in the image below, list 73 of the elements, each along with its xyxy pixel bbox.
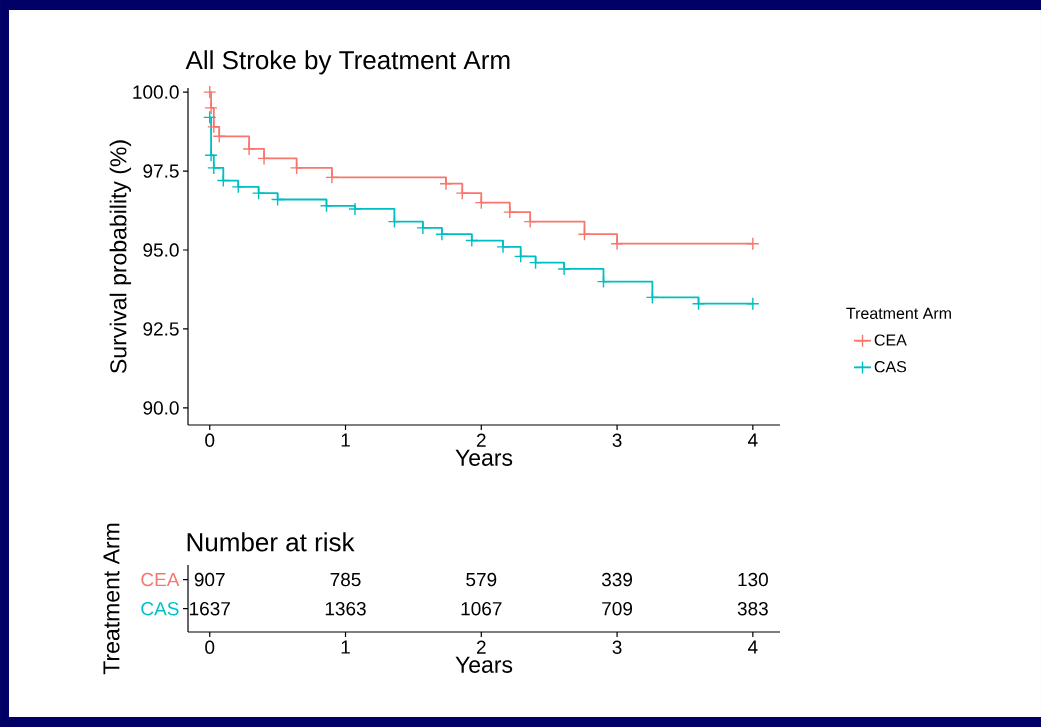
point (577, 227, 592, 241)
point (231, 180, 245, 194)
y-axis-title: Treatment Arm (103, 523, 120, 675)
point (439, 176, 453, 191)
point (610, 237, 624, 251)
legend-label: CAS (874, 361, 907, 373)
point (523, 214, 537, 229)
x-tick-label: 0 (205, 640, 215, 654)
point (212, 129, 226, 144)
point (207, 161, 221, 175)
point (348, 202, 362, 216)
point (596, 274, 611, 289)
x-tick-label: 2 (476, 433, 486, 447)
data-label: 1637 (190, 601, 230, 616)
x-tick-label: 3 (612, 640, 622, 654)
point (557, 262, 571, 276)
x-axis-title: Years (455, 449, 513, 466)
point (746, 237, 760, 251)
y-tick-label: 95.0 (143, 243, 179, 257)
point (746, 297, 760, 311)
x-tick-label: 2 (476, 640, 486, 654)
x-axis-title: Years (455, 656, 513, 673)
point (289, 161, 304, 175)
data-label: 1067 (461, 601, 502, 616)
data-label: 785 (330, 572, 361, 587)
x-tick-label: 4 (748, 640, 758, 654)
data-label: 907 (194, 572, 225, 587)
point (387, 214, 402, 229)
point (455, 186, 469, 200)
point (204, 148, 218, 162)
point (435, 227, 449, 241)
y-tick-label: CAS (141, 601, 179, 616)
chart-title: All Stroke by Treatment Arm (185, 50, 510, 75)
data-label: 339 (601, 572, 633, 587)
point (496, 240, 510, 254)
y-tick-label: 100.0 (133, 85, 179, 99)
point (503, 205, 517, 219)
x-tick-label: 1 (341, 433, 350, 447)
data-label: 130 (738, 572, 768, 587)
point (270, 192, 285, 207)
point (474, 195, 488, 210)
point (645, 290, 660, 305)
y-tick-label: 97.5 (143, 164, 179, 178)
x-tick-label: 4 (748, 433, 758, 447)
data-label: 709 (602, 601, 633, 616)
point (325, 170, 339, 185)
point (416, 221, 430, 235)
point (216, 173, 231, 188)
x-tick-label: 1 (341, 640, 350, 654)
legend-label: CEA (874, 334, 907, 346)
point (203, 110, 217, 125)
point (528, 255, 543, 270)
point (203, 85, 217, 99)
x-tick-label: 3 (612, 433, 622, 447)
x-tick-label: 0 (205, 433, 215, 447)
point (319, 199, 334, 213)
data-label: 383 (737, 601, 768, 616)
data-label: 579 (466, 572, 497, 587)
point (251, 186, 266, 200)
point (242, 142, 256, 156)
legend-title: Treatment Arm (846, 307, 951, 320)
point (207, 120, 221, 134)
y-axis-title: Survival probability (%) (109, 140, 132, 374)
y-tick-label: CEA (141, 572, 180, 587)
point (513, 249, 528, 264)
point (204, 101, 218, 115)
y-tick-label: 92.5 (143, 322, 179, 336)
point (257, 151, 271, 166)
point (465, 233, 479, 248)
point (691, 297, 706, 311)
y-tick-label: 90.0 (143, 401, 179, 415)
data-label: 1363 (325, 601, 366, 616)
chart-title: Number at risk (187, 532, 355, 552)
